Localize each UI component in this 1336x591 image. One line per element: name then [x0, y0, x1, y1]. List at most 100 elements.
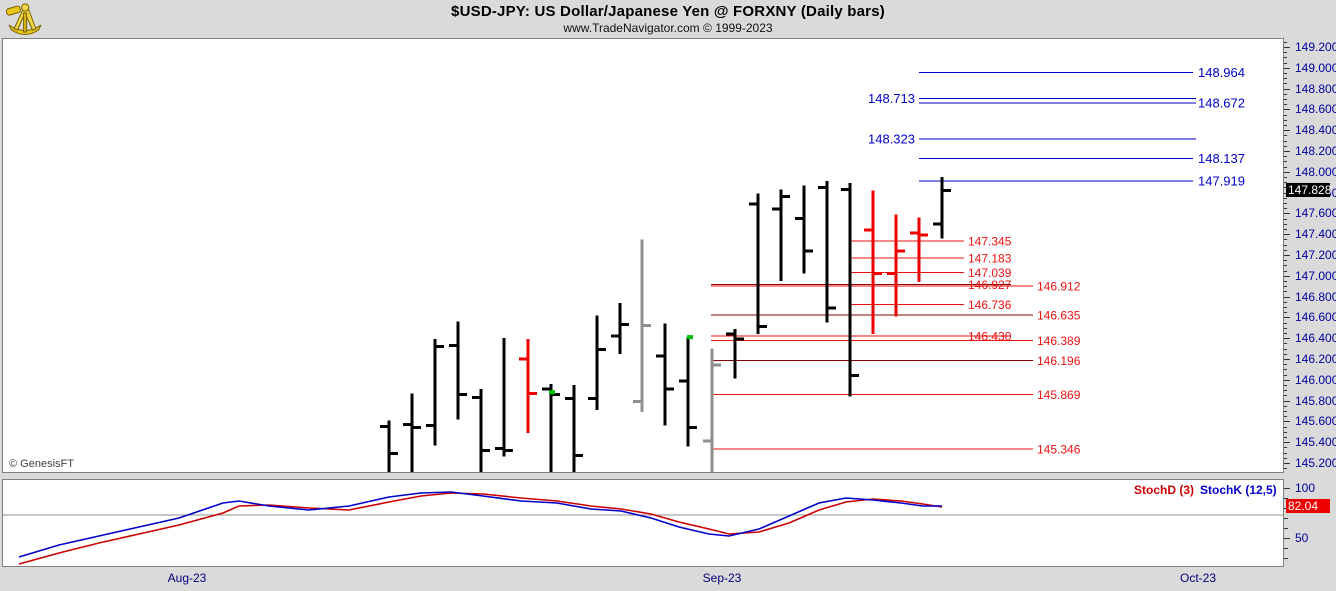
price-axis-label: 145.200 [1295, 456, 1336, 470]
level-label[interactable]: 147.345 [968, 234, 1012, 248]
price-bar [887, 214, 905, 317]
price-axis-tick-minor [1284, 406, 1287, 407]
price-axis-tick-minor [1284, 120, 1287, 121]
level-label[interactable]: 148.323 [868, 132, 915, 147]
level-label[interactable]: 147.039 [968, 266, 1012, 280]
level-label[interactable]: 146.736 [968, 298, 1012, 312]
price-axis-label: 147.600 [1295, 206, 1336, 220]
price-axis-label: 146.600 [1295, 310, 1336, 324]
level-label[interactable]: 146.912 [1037, 279, 1081, 293]
price-axis-tick-minor [1284, 312, 1287, 313]
price-axis-label: 149.000 [1295, 61, 1336, 75]
price-axis-tick-minor [1284, 395, 1287, 396]
price-bar [472, 389, 490, 472]
stochd-legend[interactable]: StochD (3) [1134, 483, 1194, 497]
price-bar [933, 176, 951, 239]
price-axis-label: 146.400 [1295, 331, 1336, 345]
price-axis-tick-minor [1284, 63, 1287, 64]
price-bar [449, 321, 467, 420]
price-axis-tick-major [1284, 421, 1290, 422]
price-axis-tick-major [1284, 442, 1290, 443]
level-label[interactable]: 146.196 [1037, 354, 1081, 368]
price-axis-label: 145.600 [1295, 414, 1336, 428]
price-axis-label: 149.200 [1295, 40, 1336, 54]
price-axis[interactable]: 149.200 149.000 148.800 148.600 148.400 148.2… [1284, 0, 1336, 591]
price-axis-tick-minor [1284, 427, 1287, 428]
price-bar [841, 183, 859, 397]
price-bar [818, 181, 836, 323]
level-label[interactable]: 147.183 [968, 251, 1012, 265]
stoch-axis-tick-minor [1284, 518, 1288, 519]
level-label[interactable]: 146.635 [1037, 308, 1081, 322]
price-axis-tick-minor [1284, 307, 1287, 308]
stoch-value-badge: 82.04 [1286, 499, 1330, 513]
level-label[interactable]: 147.919 [1198, 174, 1245, 189]
price-bar [426, 339, 444, 446]
stochk-line [18, 491, 942, 558]
price-axis-tick-minor [1284, 141, 1287, 142]
price-axis-tick-minor [1284, 73, 1287, 74]
price-axis-label: 147.200 [1295, 248, 1336, 262]
level-label[interactable]: 148.713 [868, 91, 915, 106]
price-axis-tick-minor [1284, 271, 1287, 272]
price-axis-tick-minor [1284, 198, 1287, 199]
price-axis-tick-minor [1284, 286, 1287, 287]
price-axis-label: 148.400 [1295, 123, 1336, 137]
level-label[interactable]: 145.346 [1037, 442, 1081, 456]
level-label[interactable]: 148.964 [1198, 65, 1245, 80]
level-label[interactable]: 146.927 [968, 278, 1012, 292]
price-axis-tick-minor [1284, 182, 1287, 183]
price-axis-tick-minor [1284, 453, 1287, 454]
price-axis-tick-minor [1284, 125, 1287, 126]
price-axis-tick-minor [1284, 177, 1287, 178]
price-bar [795, 185, 813, 274]
price-bar [611, 302, 629, 354]
genesis-watermark: © GenesisFT [9, 458, 74, 470]
stochastic-panel[interactable]: StochD (3) StochK (12,5) [2, 479, 1284, 567]
level-label[interactable]: 145.869 [1037, 388, 1081, 402]
price-axis-tick-minor [1284, 229, 1287, 230]
price-axis-label: 147.000 [1295, 269, 1336, 283]
price-bar [542, 383, 560, 472]
price-axis-tick-minor [1284, 115, 1287, 116]
level-label[interactable]: 146.389 [1037, 334, 1081, 348]
price-axis-tick-minor [1284, 416, 1287, 417]
price-axis-tick-minor [1284, 208, 1287, 209]
price-axis-label: 146.000 [1295, 373, 1336, 387]
date-label: Aug-23 [167, 571, 207, 585]
stoch-axis-tick-minor [1284, 488, 1288, 489]
price-chart-panel[interactable]: 148.964 148.713 148.672 148.323 148.137 147.9… [2, 38, 1284, 473]
price-axis-tick-minor [1284, 411, 1287, 412]
price-bar [380, 420, 398, 472]
price-bar [519, 339, 537, 433]
date-label: Oct-23 [1179, 571, 1216, 585]
price-axis-tick-minor [1284, 224, 1287, 225]
level-label[interactable]: 146.430 [968, 330, 1012, 344]
chart-title: $USD-JPY: US Dollar/Japanese Yen @ FORXN… [451, 3, 885, 20]
stochastic-canvas[interactable] [3, 480, 1283, 566]
price-axis-tick-minor [1284, 447, 1287, 448]
price-axis-tick-major [1284, 255, 1290, 256]
stoch-axis-label: 100 [1295, 481, 1316, 495]
price-axis-tick-major [1284, 359, 1290, 360]
price-axis-label: 147.400 [1295, 227, 1336, 241]
price-axis-tick-minor [1284, 333, 1287, 334]
price-axis-tick-minor [1284, 281, 1287, 282]
price-axis-tick-minor [1284, 83, 1287, 84]
price-axis-tick-major [1284, 213, 1290, 214]
price-axis-tick-major [1284, 234, 1290, 235]
price-axis-tick-minor [1284, 161, 1287, 162]
price-axis-tick-major [1284, 47, 1290, 48]
price-axis-label: 145.400 [1295, 435, 1336, 449]
price-axis-tick-minor [1284, 52, 1287, 53]
stochd-line [18, 492, 943, 565]
level-label[interactable]: 148.672 [1198, 95, 1245, 110]
price-chart-canvas[interactable]: 148.964 148.713 148.672 148.323 148.137 147.9… [3, 39, 1283, 472]
price-axis-tick-minor [1284, 437, 1287, 438]
price-axis-tick-minor [1284, 328, 1287, 329]
price-axis-tick-minor [1284, 458, 1287, 459]
level-label[interactable]: 148.137 [1198, 151, 1245, 166]
stochk-legend[interactable]: StochK (12,5) [1200, 483, 1277, 497]
price-axis-tick-minor [1284, 135, 1287, 136]
price-axis-tick-minor [1284, 369, 1287, 370]
